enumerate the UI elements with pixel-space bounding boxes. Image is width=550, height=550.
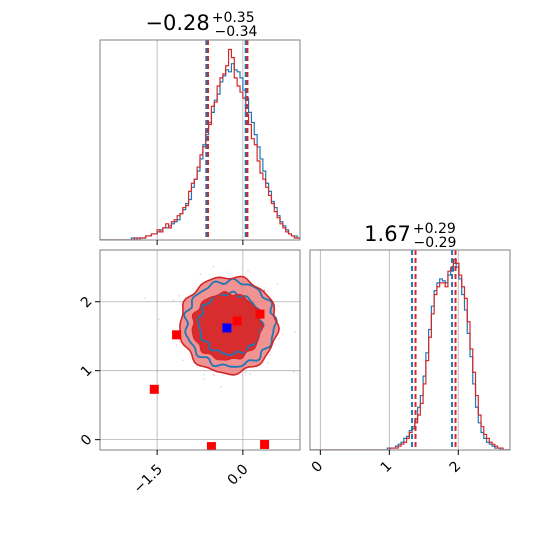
panel-top-left-title-lower: −0.34	[215, 24, 258, 40]
panel-bottom-right: 0 1 2 1.67 +0.29 −0.29	[309, 221, 511, 476]
sample-point	[199, 273, 202, 275]
y-tick-label-2: 2	[78, 294, 96, 312]
sample-point	[264, 289, 266, 292]
sample-point	[277, 305, 280, 307]
x-tick-label-0: −1.5	[131, 462, 166, 497]
panel-top-left-background	[100, 40, 300, 240]
red-square-marker-5	[260, 439, 270, 449]
sample-point	[226, 271, 228, 273]
sample-point	[175, 344, 178, 346]
y-tick-label-1: 1	[78, 363, 96, 381]
sample-point	[267, 362, 269, 364]
panel-bottom-right-background	[310, 250, 510, 450]
red-square-marker-4	[206, 442, 216, 450]
contour-red-outer	[179, 275, 280, 376]
sample-point	[244, 371, 247, 374]
red-square-marker-1	[232, 316, 242, 326]
sample-point	[269, 354, 271, 356]
x-tick-label-1: 1	[378, 458, 396, 476]
y-tick-label-0: 0	[78, 432, 96, 450]
sample-point	[182, 359, 184, 361]
sample-point	[293, 371, 295, 373]
panel-top-left: −0.28 +0.35 −0.34	[99, 10, 301, 245]
panel-top-left-grid	[156, 40, 244, 240]
x-tick-label-1: 0.0	[225, 462, 252, 489]
histogram-series-red	[310, 258, 510, 450]
sample-point	[202, 378, 205, 381]
red-square-marker-0	[172, 330, 182, 340]
sample-point	[220, 385, 222, 388]
panel-bottom-right-grid	[319, 250, 459, 450]
panel-bottom-right-ticks: 0 1 2	[309, 450, 465, 476]
panel-top-left-title: −0.28 +0.35	[145, 10, 254, 35]
sample-point	[213, 374, 215, 377]
sample-point	[203, 373, 205, 376]
sample-point	[190, 357, 192, 359]
panel-bottom-right-frame	[309, 249, 511, 451]
panel-bottom-right-marks	[310, 250, 510, 450]
red-square-marker-2	[255, 309, 265, 319]
x-tick-label-2: 2	[447, 458, 465, 476]
contour-red-inner	[191, 291, 264, 361]
panel-top-left-marks	[100, 40, 300, 240]
sample-point	[263, 289, 266, 291]
sample-point	[158, 318, 160, 321]
contour-blue-outer	[182, 277, 278, 368]
panel-bottom-right-title-upper: +0.29	[413, 221, 456, 237]
sample-point	[144, 297, 146, 299]
sample-point	[267, 290, 269, 293]
x-tick-label-0: 0	[309, 458, 327, 476]
sample-point	[178, 341, 181, 343]
histogram-series-red	[100, 48, 300, 240]
panel-bottom-right-title-value: 1.67	[364, 222, 411, 246]
sample-point	[276, 283, 279, 286]
panel-top-left-title-value: −0.28	[145, 11, 209, 35]
panel-bottom-right-title: 1.67 +0.29	[364, 221, 456, 246]
panel-bottom-left: −1.5 0.0 0 1 2	[78, 249, 301, 497]
sample-point	[281, 333, 284, 336]
sample-point	[249, 373, 252, 375]
blue-square-marker-0	[222, 323, 232, 333]
sample-point	[212, 265, 215, 268]
panel-top-left-title-upper: +0.35	[212, 10, 255, 26]
panel-bottom-left-marks	[144, 265, 296, 450]
sample-point	[278, 337, 281, 340]
panel-top-left-frame	[99, 39, 301, 241]
panel-bottom-right-title-lower: −0.29	[414, 235, 457, 251]
sample-point	[294, 330, 296, 333]
sample-point	[247, 270, 249, 272]
red-square-marker-3	[149, 384, 159, 394]
panel-bottom-left-frame	[99, 249, 301, 451]
sample-point	[178, 295, 180, 297]
panel-top-left-ticks	[156, 240, 244, 245]
sample-point	[172, 299, 175, 301]
